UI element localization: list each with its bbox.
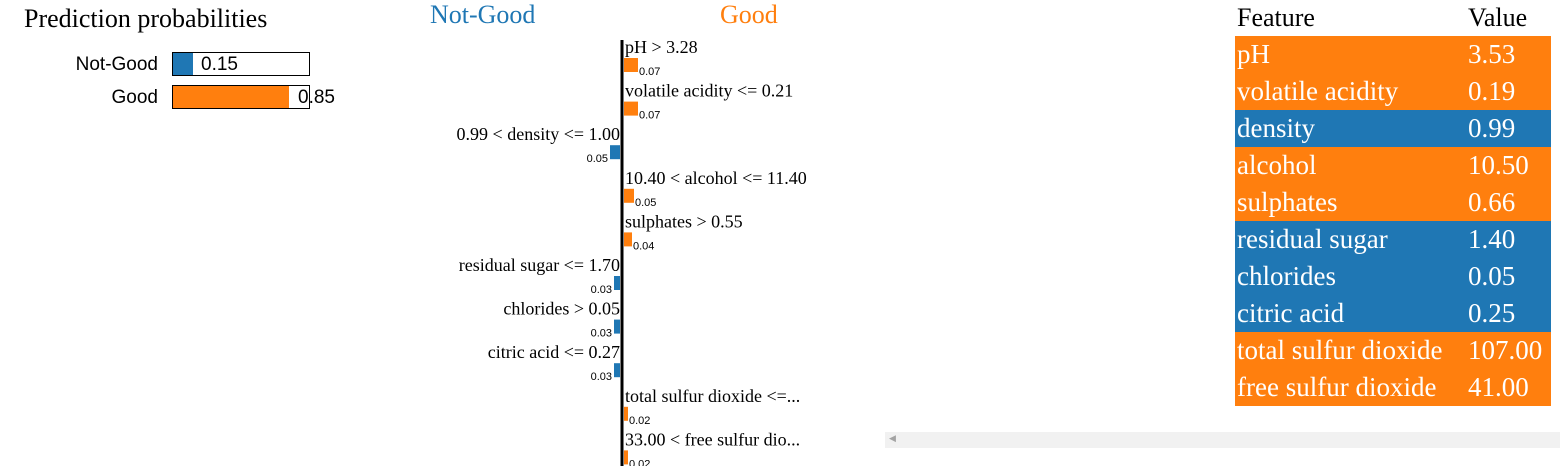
class-label-good: Good <box>111 87 158 108</box>
table-row: free sulfur dioxide 41.00 <box>1235 369 1551 406</box>
feature-weight-label: 0.07 <box>639 66 660 78</box>
feature-name-cell: density <box>1237 113 1315 143</box>
feature-condition-label: chlorides > 0.05 <box>503 299 620 319</box>
feature-value-cell: 41.00 <box>1468 372 1529 402</box>
explanation-class-good: Good <box>720 0 778 29</box>
probability-bar-not-good <box>172 52 310 76</box>
class-label-not-good: Not-Good <box>75 54 158 75</box>
feature-value-cell: 10.50 <box>1468 150 1529 180</box>
feature-weight-bar <box>624 232 632 247</box>
feature-weights-chart: pH > 3.28 0.07 volatile acidity <= 0.21 0.0… <box>457 37 807 466</box>
feature-weight-label: 0.03 <box>591 284 612 296</box>
header-feature: Feature <box>1237 3 1315 32</box>
feature-condition-label: 10.40 < alcohol <= 11.40 <box>625 168 807 188</box>
table-header: Feature Value <box>1235 0 1551 36</box>
feature-value-cell: 0.99 <box>1468 113 1516 143</box>
probability-fill-not-good <box>173 53 194 75</box>
feature-condition-label: citric acid <= 0.27 <box>488 342 620 362</box>
feature-condition-label: total sulfur dioxide <=... <box>625 386 800 406</box>
feature-value-table: Feature Value pH 3.53 volatile acidity 0.19… <box>1235 0 1551 406</box>
feature-condition-label: sulphates > 0.55 <box>625 211 743 231</box>
feature-value-cell: 3.53 <box>1468 39 1516 69</box>
feature-weight-bar <box>614 319 620 334</box>
feature-value-cell: 1.40 <box>1468 224 1516 254</box>
feature-weight-bar <box>624 58 638 72</box>
feature-value-cell: 0.19 <box>1468 76 1516 106</box>
feature-condition-label: 33.00 < free sulfur dio... <box>625 429 800 449</box>
feature-weight-bar <box>624 450 628 465</box>
feature-weight-label: 0.04 <box>633 240 654 252</box>
feature-name-cell: sulphates <box>1237 187 1338 217</box>
feature-name-cell: citric acid <box>1237 298 1345 328</box>
probability-bar-good <box>172 85 310 109</box>
feature-name-cell: pH <box>1237 39 1270 69</box>
feature-weight-label: 0.02 <box>629 415 650 427</box>
feature-name-cell: total sulfur dioxide <box>1237 335 1443 365</box>
header-value: Value <box>1468 3 1528 32</box>
probability-fill-good <box>173 86 289 108</box>
feature-name-cell: alcohol <box>1237 150 1317 180</box>
probability-value-not-good: 0.15 <box>201 54 238 75</box>
feature-value-cell: 0.25 <box>1468 298 1516 328</box>
feature-weight-label: 0.07 <box>639 110 660 122</box>
feature-condition-label: pH > 3.28 <box>625 37 698 57</box>
table-row: total sulfur dioxide 107.00 <box>1235 332 1551 369</box>
feature-weight-bar <box>614 363 620 378</box>
scroll-left-arrow-icon[interactable]: ◀ <box>889 434 896 444</box>
feature-weight-label: 0.03 <box>591 371 612 383</box>
feature-condition-label: residual sugar <= 1.70 <box>459 255 620 275</box>
table-row: residual sugar 1.40 <box>1235 221 1551 258</box>
feature-value-cell: 0.05 <box>1468 261 1516 291</box>
prediction-probabilities-title: Prediction probabilities <box>24 4 268 33</box>
table-row: chlorides 0.05 <box>1235 258 1551 295</box>
feature-weight-label: 0.02 <box>629 458 650 466</box>
feature-weight-bar <box>614 276 620 290</box>
probability-value-good: 0.85 <box>298 87 335 108</box>
feature-weight-bar <box>610 145 620 160</box>
feature-weight-label: 0.05 <box>635 197 656 209</box>
feature-name-cell: residual sugar <box>1237 224 1388 254</box>
table-row: pH 3.53 <box>1235 36 1551 73</box>
feature-condition-label: volatile acidity <= 0.21 <box>625 81 793 101</box>
table-row: sulphates 0.66 <box>1235 184 1551 221</box>
feature-weight-label: 0.05 <box>587 153 608 165</box>
feature-name-cell: free sulfur dioxide <box>1237 372 1437 402</box>
table-row: alcohol 10.50 <box>1235 147 1551 184</box>
horizontal-scrollbar[interactable]: ◀ <box>885 432 1560 448</box>
feature-name-cell: chlorides <box>1237 261 1336 291</box>
feature-weight-bar <box>624 406 628 421</box>
feature-weight-label: 0.03 <box>591 328 612 340</box>
feature-value-cell: 0.66 <box>1468 187 1516 217</box>
table-row: citric acid 0.25 <box>1235 295 1551 332</box>
feature-condition-label: 0.99 < density <= 1.00 <box>457 124 620 144</box>
feature-weight-bar <box>624 101 638 116</box>
table-row: density 0.99 <box>1235 110 1551 147</box>
feature-name-cell: volatile acidity <box>1237 76 1399 106</box>
table-row: volatile acidity 0.19 <box>1235 73 1551 110</box>
explanation-class-not-good: Not-Good <box>430 0 536 29</box>
feature-weight-bar <box>624 188 634 203</box>
feature-value-cell: 107.00 <box>1468 335 1543 365</box>
